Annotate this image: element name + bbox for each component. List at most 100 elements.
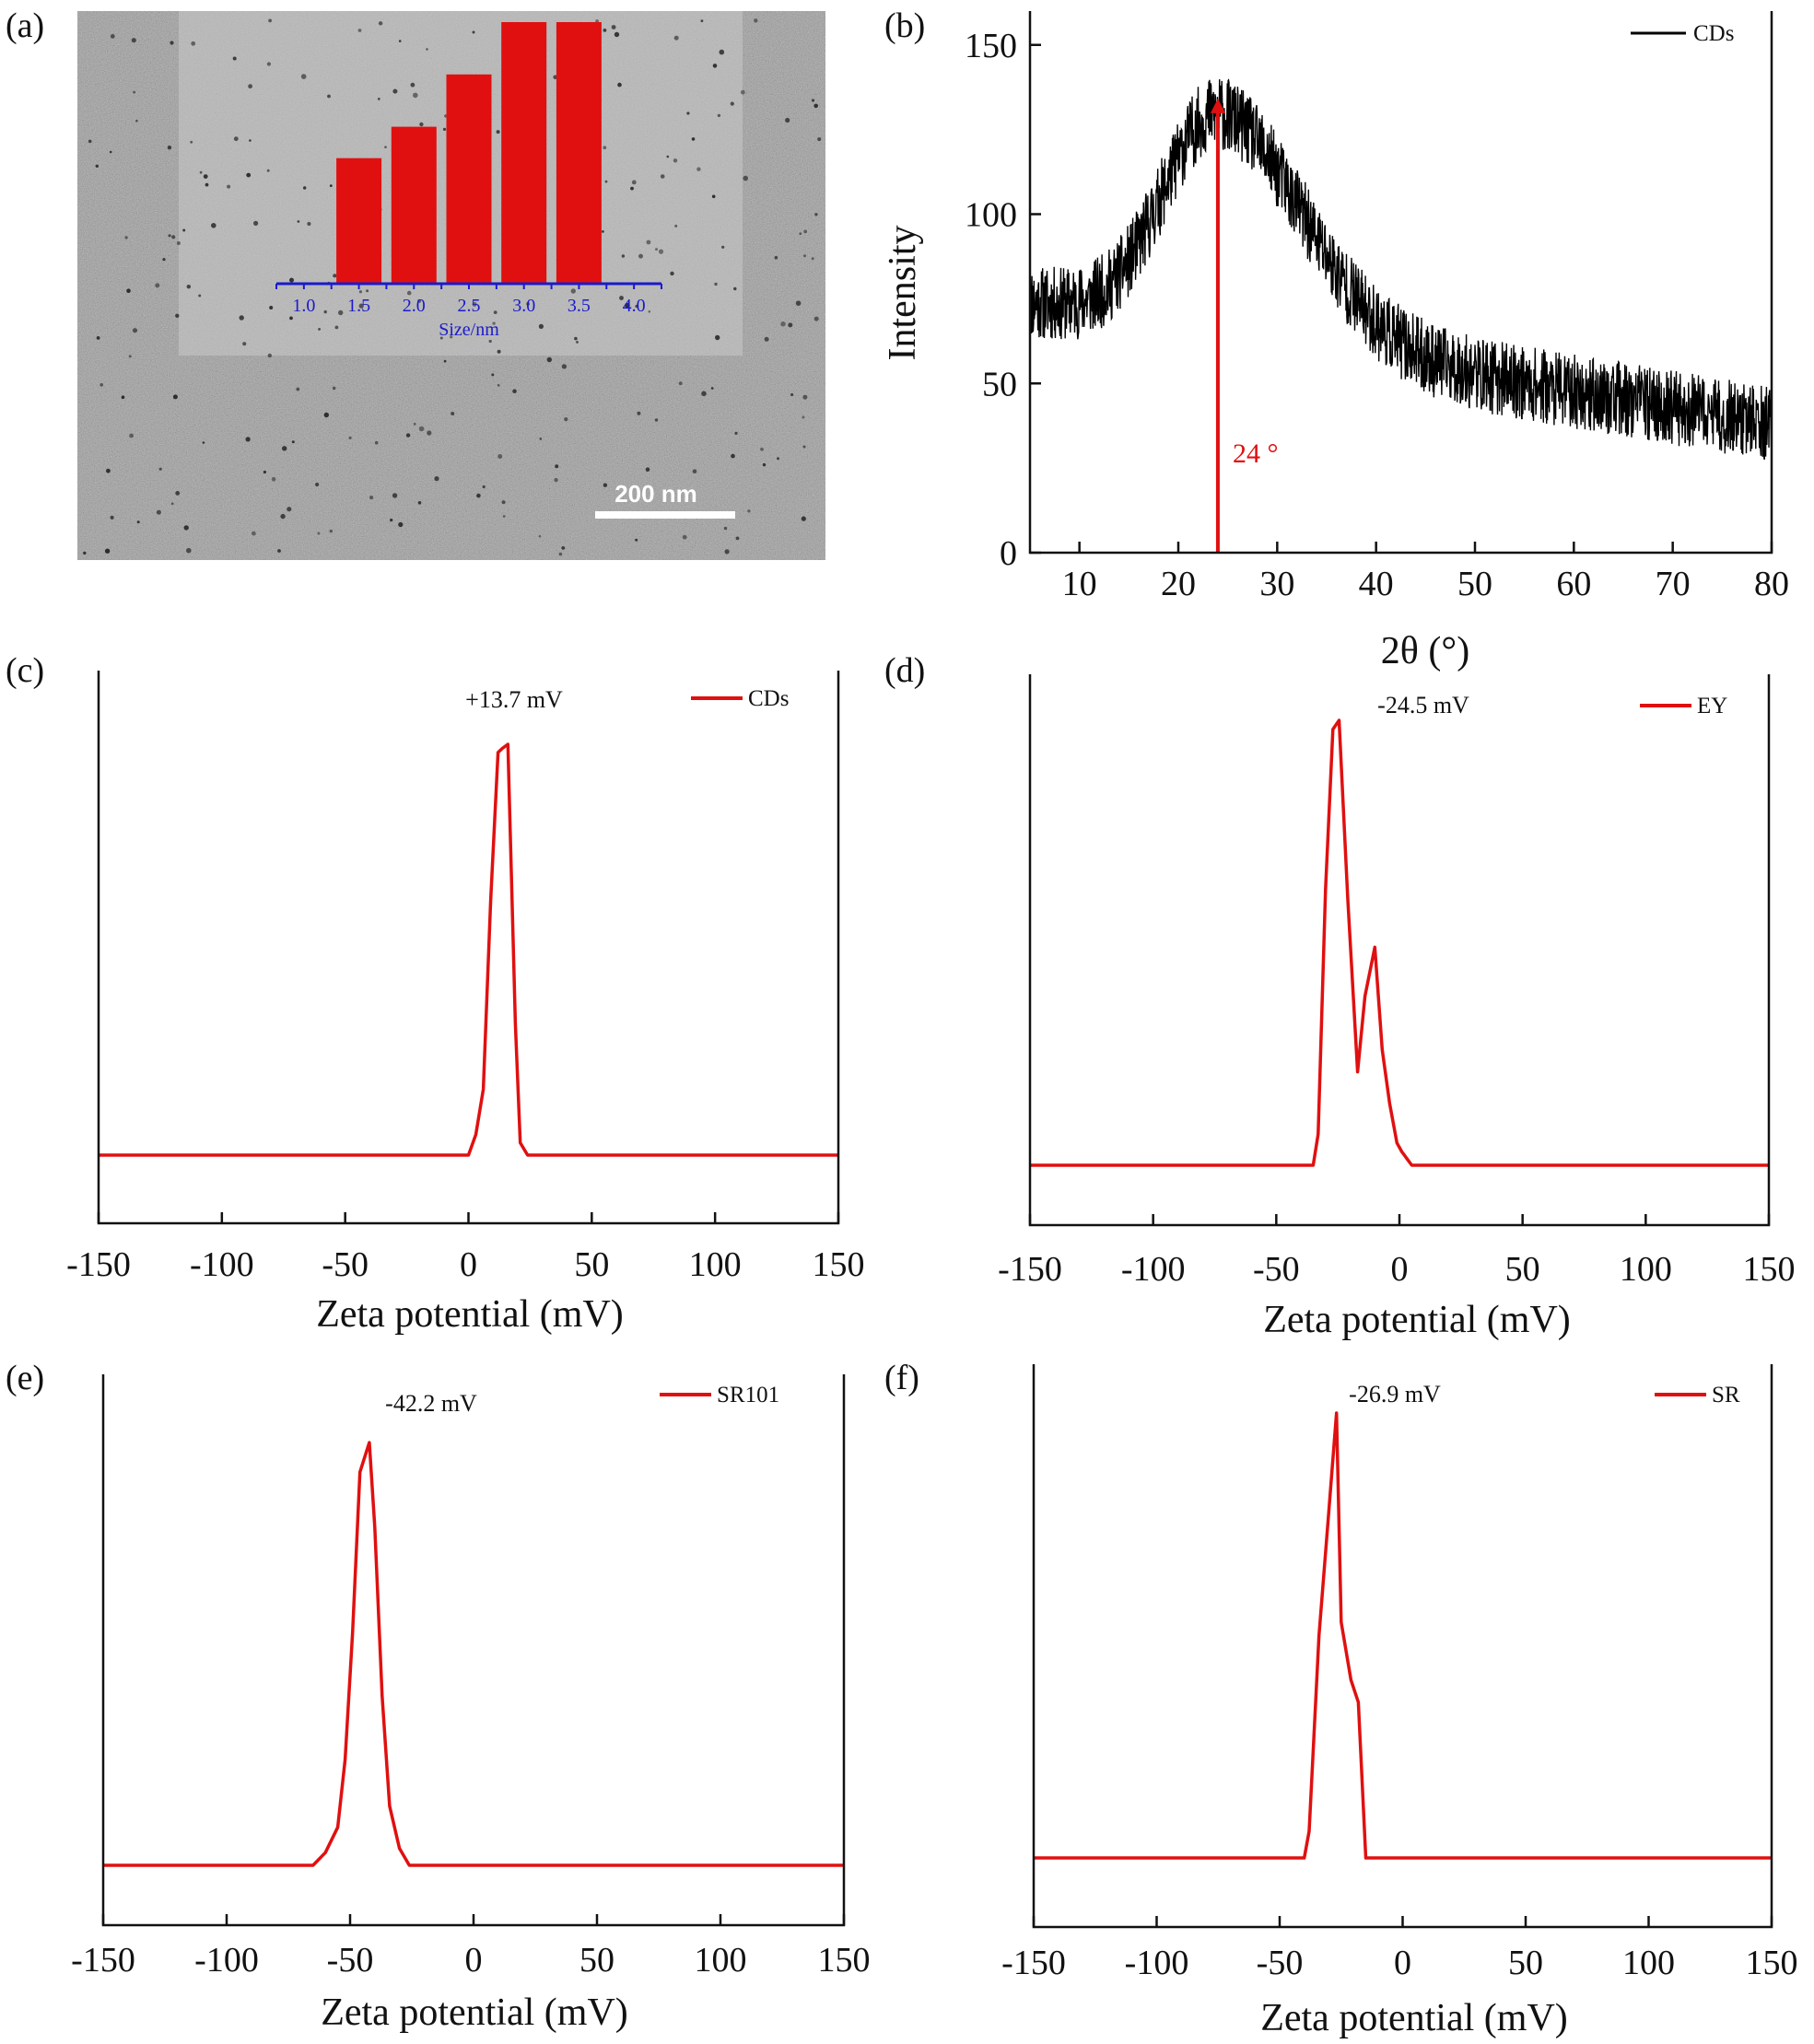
xrd-series-line bbox=[1029, 78, 1773, 461]
tem-particle bbox=[109, 150, 112, 154]
x-tick-label: -150 bbox=[998, 1250, 1062, 1289]
tem-particle bbox=[488, 339, 492, 344]
tem-particle bbox=[472, 30, 475, 34]
legend-label: SR101 bbox=[717, 1383, 779, 1407]
tem-particle bbox=[267, 353, 272, 358]
zeta-annotation-c: +13.7 mV bbox=[465, 686, 563, 713]
x-tick-label: 50 bbox=[1457, 565, 1492, 603]
x-tick-label: 50 bbox=[574, 1245, 609, 1284]
panel-d: (d) -150 -100 -50 0 50 100 150 EY Zeta potentia… bbox=[884, 651, 1796, 1341]
tem-particle bbox=[502, 515, 506, 518]
zeta-annotation-f: -26.9 mV bbox=[1349, 1381, 1441, 1407]
tem-particle bbox=[239, 315, 244, 321]
tem-particle bbox=[686, 111, 690, 115]
tem-particle bbox=[175, 491, 181, 496]
tem-particle bbox=[405, 433, 411, 438]
tem-particle bbox=[817, 137, 822, 142]
panel-e-label: (e) bbox=[6, 1359, 44, 1397]
tem-particle bbox=[564, 417, 568, 422]
tem-particle bbox=[493, 310, 497, 314]
panel-c-label: (c) bbox=[6, 651, 44, 690]
x-tick-label: 150 bbox=[1746, 1944, 1798, 1982]
tem-particle bbox=[740, 89, 745, 95]
tem-particle bbox=[710, 387, 714, 390]
y-tick-label: 50 bbox=[982, 365, 1017, 403]
tem-particle bbox=[658, 249, 664, 254]
tem-particle bbox=[124, 236, 128, 239]
tem-particle bbox=[248, 84, 252, 89]
x-axis-title-f: Zeta potential (mV) bbox=[1260, 1997, 1568, 2039]
tem-particle bbox=[497, 384, 500, 387]
tem-particle bbox=[366, 289, 369, 293]
tem-particle bbox=[175, 313, 180, 318]
tem-particle bbox=[646, 239, 651, 245]
tem-particle bbox=[198, 294, 202, 298]
x-axis-title-c: Zeta potential (mV) bbox=[316, 1293, 624, 1336]
x-tick-label: 70 bbox=[1656, 565, 1691, 603]
x-tick-label: -100 bbox=[1121, 1250, 1186, 1289]
tem-particle bbox=[333, 274, 337, 278]
tem-particle bbox=[558, 552, 563, 556]
x-tick-label: -150 bbox=[1001, 1944, 1066, 1982]
x-tick-label: 10 bbox=[1062, 565, 1097, 603]
x-tick-label: -100 bbox=[1125, 1944, 1189, 1982]
panel-b: (b) 10 20 30 40 50 60 70 80 0 50 100 150 CDs Intensi… bbox=[882, 6, 1789, 672]
tem-particle bbox=[266, 169, 270, 172]
panel-f-label: (f) bbox=[884, 1359, 919, 1397]
zeta-axes bbox=[1028, 674, 1771, 1227]
tem-particle bbox=[760, 447, 764, 451]
size-histogram-inset: 1.0 1.5 2.0 2.5 3.0 3.5 4.0 Size/nm bbox=[275, 22, 662, 340]
tem-particle bbox=[635, 304, 638, 309]
tem-particle bbox=[126, 288, 131, 294]
tem-particle bbox=[790, 392, 794, 397]
tem-particle bbox=[296, 387, 300, 391]
x-tick-label: 150 bbox=[818, 1941, 871, 1980]
tem-particle bbox=[553, 75, 557, 80]
histogram-bar bbox=[446, 74, 492, 284]
tem-particle bbox=[132, 328, 138, 333]
zeta-axes bbox=[101, 1374, 846, 1927]
tem-particle bbox=[358, 303, 364, 309]
tem-particle bbox=[182, 228, 186, 232]
zeta-axes bbox=[1032, 1364, 1773, 1929]
x-tick-label: -50 bbox=[1253, 1250, 1300, 1289]
tem-particle bbox=[133, 90, 136, 94]
inset-x-axis-title: Size/nm bbox=[439, 320, 499, 340]
tem-particle bbox=[482, 485, 486, 489]
tem-particle bbox=[803, 254, 806, 258]
tem-particle bbox=[734, 431, 738, 435]
tem-particle bbox=[378, 21, 383, 26]
x-tick-label: -150 bbox=[71, 1941, 135, 1980]
x-tick-label: 50 bbox=[1508, 1944, 1543, 1982]
inset-tick-label: 1.0 bbox=[292, 296, 315, 316]
tem-particle bbox=[714, 282, 718, 286]
zeta-plot-f: -150 -100 -50 0 50 100 150 SR bbox=[1001, 1364, 1798, 1982]
tem-particle bbox=[603, 483, 608, 487]
x-tick-label: 150 bbox=[1743, 1250, 1796, 1289]
x-tick-label: 100 bbox=[695, 1941, 747, 1980]
x-axis-title-d: Zeta potential (mV) bbox=[1263, 1299, 1571, 1341]
tem-particle bbox=[561, 364, 568, 369]
tem-particle bbox=[754, 18, 758, 23]
y-tick-label: 0 bbox=[1000, 534, 1017, 573]
tem-particle bbox=[280, 513, 286, 520]
tem-particle bbox=[357, 29, 362, 32]
legend-label: CDs bbox=[1693, 21, 1734, 46]
x-tick-label: -50 bbox=[322, 1245, 369, 1284]
tem-particle bbox=[88, 139, 92, 144]
tem-particle bbox=[692, 469, 697, 473]
tem-particle bbox=[287, 507, 292, 512]
tem-particle bbox=[724, 549, 730, 555]
x-tick-label: 60 bbox=[1556, 565, 1591, 603]
tem-particle bbox=[190, 140, 193, 144]
tem-particle bbox=[390, 519, 393, 522]
x-tick-label: 50 bbox=[579, 1941, 614, 1980]
tem-particle bbox=[595, 19, 599, 23]
tem-particle bbox=[648, 310, 651, 313]
tem-particle bbox=[303, 186, 307, 190]
inset-tick-label: 2.0 bbox=[403, 296, 426, 316]
tem-particle bbox=[392, 493, 398, 498]
inset-tick-label: 3.5 bbox=[568, 296, 591, 316]
tem-particle bbox=[168, 234, 171, 238]
panel-a: (a) 1.0 1.5 2.0 2.5 3.0 3.5 4.0 Size/nm 200 nm bbox=[6, 6, 825, 560]
